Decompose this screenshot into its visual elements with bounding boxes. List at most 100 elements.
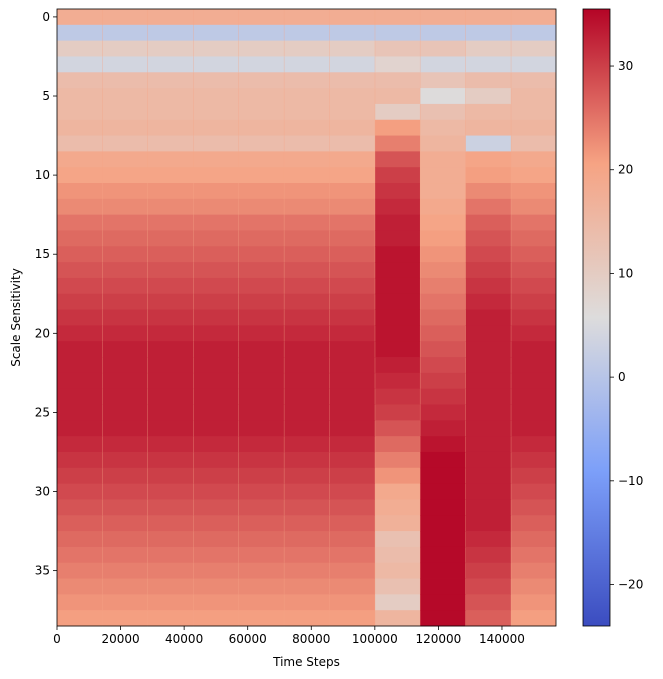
heatmap-cell-b4-r4 [238, 72, 284, 89]
heatmap-cell-b0-r28 [57, 451, 103, 469]
heatmap-cells [57, 9, 556, 627]
heatmap-cell-b8-r19 [420, 309, 466, 326]
heatmap-cell-b3-r17 [193, 277, 239, 295]
heatmap-cell-b0-r8 [57, 135, 103, 152]
heatmap-cell-b5-r2 [284, 40, 330, 57]
heatmap-cell-b1-r9 [102, 151, 148, 168]
heatmap-cell-b1-r37 [102, 594, 148, 611]
heatmap-cell-b8-r4 [420, 72, 466, 89]
heatmap-cell-b2-r6 [147, 103, 194, 121]
heatmap-cell-b7-r2 [375, 40, 420, 57]
heatmap-cell-b5-r19 [284, 309, 330, 326]
heatmap-cell-b2-r31 [147, 499, 194, 516]
heatmap-cell-b2-r27 [147, 436, 194, 453]
heatmap-cell-b4-r0 [238, 9, 284, 26]
heatmap-cell-b4-r37 [238, 594, 284, 611]
heatmap-cell-b1-r31 [102, 499, 148, 516]
heatmap-cell-b7-r1 [375, 24, 420, 42]
heatmap-cell-b2-r11 [147, 183, 194, 200]
heatmap-cell-b5-r21 [284, 341, 330, 358]
heatmap-cell-b6-r3 [329, 56, 375, 73]
heatmap-cell-b0-r23 [57, 372, 103, 390]
heatmap-cell-b7-r38 [375, 610, 420, 627]
heatmap-cell-b0-r20 [57, 325, 103, 342]
y-axis-label: Scale Sensitivity [9, 268, 23, 367]
heatmap-cell-b6-r18 [329, 293, 375, 310]
heatmap-cell-b8-r35 [420, 562, 466, 579]
heatmap-cell-b1-r29 [102, 467, 148, 485]
heatmap-cell-b1-r20 [102, 325, 148, 342]
heatmap-cell-b7-r24 [375, 388, 420, 405]
heatmap-cell-b4-r31 [238, 499, 284, 516]
heatmap-cell-b5-r33 [284, 531, 330, 548]
heatmap-cell-b3-r37 [193, 594, 239, 611]
heatmap-cell-b10-r28 [511, 451, 556, 469]
heatmap-cell-b8-r17 [420, 277, 466, 295]
heatmap-cell-b5-r20 [284, 325, 330, 342]
heatmap-cell-b6-r29 [329, 467, 375, 485]
heatmap-cell-b3-r38 [193, 610, 239, 627]
heatmap-cell-b4-r23 [238, 372, 284, 390]
heatmap-cell-b9-r16 [465, 262, 511, 279]
heatmap-cell-b5-r17 [284, 277, 330, 295]
heatmap-cell-b9-r23 [465, 372, 511, 390]
heatmap-cell-b9-r9 [465, 151, 511, 168]
heatmap-cell-b6-r16 [329, 262, 375, 279]
heatmap-cell-b6-r24 [329, 388, 375, 405]
heatmap-cell-b7-r4 [375, 72, 420, 89]
heatmap-cell-b1-r12 [102, 198, 148, 216]
heatmap-cell-b0-r13 [57, 214, 103, 231]
heatmap-cell-b3-r3 [193, 56, 239, 73]
heatmap-cell-b5-r9 [284, 151, 330, 168]
heatmap-cell-b8-r0 [420, 9, 466, 26]
heatmap-cell-b7-r25 [375, 404, 420, 421]
heatmap-cell-b6-r34 [329, 546, 375, 564]
heatmap-cell-b8-r10 [420, 167, 466, 184]
heatmap-cell-b2-r30 [147, 483, 194, 500]
heatmap-cell-b0-r37 [57, 594, 103, 611]
heatmap-cell-b0-r2 [57, 40, 103, 57]
heatmap-cell-b6-r36 [329, 578, 375, 595]
colorbar-tick-label: −10 [618, 474, 643, 488]
heatmap-cell-b6-r11 [329, 183, 375, 200]
heatmap-cell-b3-r15 [193, 246, 239, 263]
heatmap-cell-b9-r28 [465, 451, 511, 469]
heatmap-cell-b7-r18 [375, 293, 420, 310]
heatmap-cell-b3-r30 [193, 483, 239, 500]
heatmap-cell-b1-r38 [102, 610, 148, 627]
heatmap-cell-b1-r24 [102, 388, 148, 405]
x-tick-label: 140000 [479, 632, 525, 646]
heatmap-cell-b6-r0 [329, 9, 375, 26]
heatmap-cell-b3-r32 [193, 515, 239, 532]
heatmap-cell-b3-r6 [193, 103, 239, 121]
heatmap-cell-b1-r5 [102, 88, 148, 105]
heatmap-cell-b4-r38 [238, 610, 284, 627]
heatmap-cell-b6-r4 [329, 72, 375, 89]
heatmap-cell-b10-r11 [511, 183, 556, 200]
heatmap-cell-b10-r12 [511, 198, 556, 216]
heatmap-cell-b6-r26 [329, 420, 375, 437]
heatmap-cell-b10-r6 [511, 103, 556, 121]
heatmap-cell-b4-r14 [238, 230, 284, 247]
heatmap-cell-b8-r29 [420, 467, 466, 485]
heatmap-cell-b3-r19 [193, 309, 239, 326]
heatmap-cell-b5-r23 [284, 372, 330, 390]
heatmap-cell-b4-r34 [238, 546, 284, 564]
heatmap-cell-b8-r20 [420, 325, 466, 342]
heatmap-cell-b9-r15 [465, 246, 511, 263]
heatmap-cell-b0-r35 [57, 562, 103, 579]
heatmap-cell-b10-r4 [511, 72, 556, 89]
heatmap-cell-b6-r20 [329, 325, 375, 342]
y-tick-label: 25 [35, 405, 50, 419]
heatmap-cell-b4-r28 [238, 451, 284, 469]
heatmap-cell-b1-r15 [102, 246, 148, 263]
heatmap-cell-b4-r7 [238, 119, 284, 136]
heatmap-cell-b8-r7 [420, 119, 466, 136]
heatmap-cell-b5-r34 [284, 546, 330, 564]
heatmap-cell-b7-r28 [375, 451, 420, 469]
heatmap-cell-b2-r33 [147, 531, 194, 548]
heatmap-cell-b6-r25 [329, 404, 375, 421]
y-tick-label: 30 [35, 485, 50, 499]
heatmap-cell-b0-r0 [57, 9, 103, 26]
